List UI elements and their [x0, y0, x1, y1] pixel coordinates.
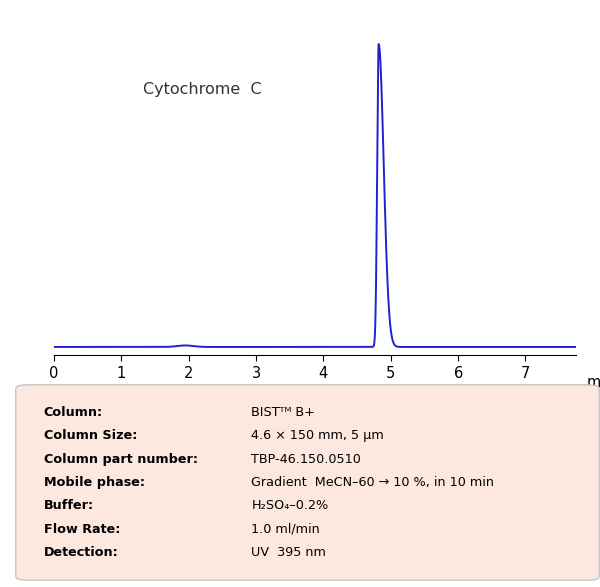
Text: Buffer:: Buffer:	[44, 500, 94, 512]
Text: Column Size:: Column Size:	[44, 429, 137, 442]
Text: Column:: Column:	[44, 406, 103, 419]
Text: H₂SO₄–0.2%: H₂SO₄–0.2%	[251, 500, 329, 512]
Text: min: min	[586, 375, 600, 390]
Text: Column part number:: Column part number:	[44, 453, 198, 465]
Text: TBP-46.150.0510: TBP-46.150.0510	[251, 453, 361, 465]
Text: 1.0 ml/min: 1.0 ml/min	[251, 523, 320, 536]
Text: BISTᵀᴹ B+: BISTᵀᴹ B+	[251, 406, 315, 419]
Text: UV  395 nm: UV 395 nm	[251, 546, 326, 559]
Text: Gradient  MeCN–60 → 10 %, in 10 min: Gradient MeCN–60 → 10 %, in 10 min	[251, 476, 494, 489]
FancyBboxPatch shape	[16, 385, 599, 580]
Text: Detection:: Detection:	[44, 546, 119, 559]
Text: Mobile phase:: Mobile phase:	[44, 476, 145, 489]
Text: Flow Rate:: Flow Rate:	[44, 523, 120, 536]
Text: Cytochrome  C: Cytochrome C	[143, 82, 262, 97]
Text: 4.6 × 150 mm, 5 μm: 4.6 × 150 mm, 5 μm	[251, 429, 384, 442]
